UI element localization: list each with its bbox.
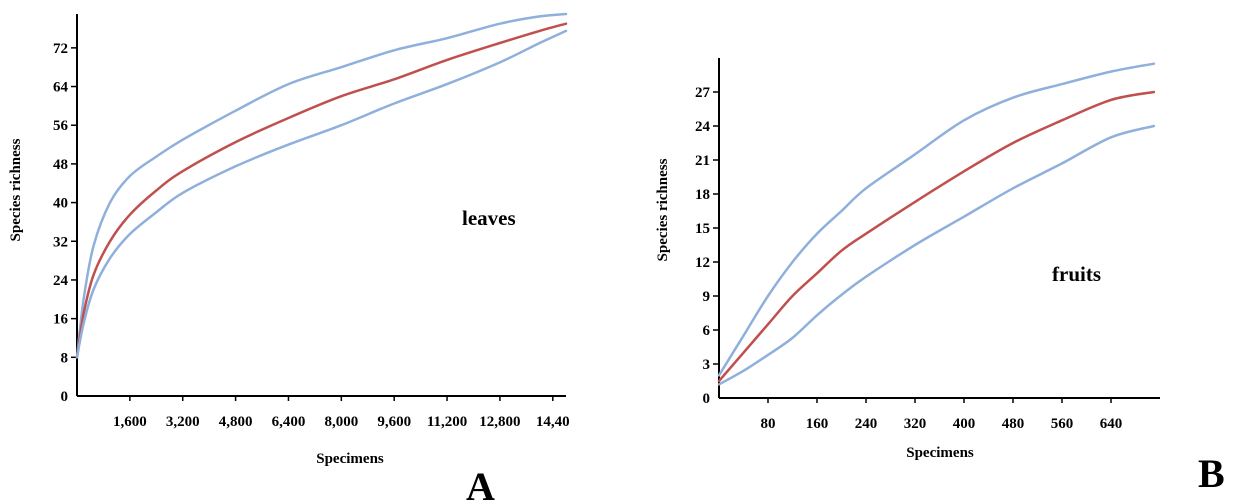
x-axis-title: Specimens bbox=[316, 451, 384, 467]
x-tick-label: 80 bbox=[761, 416, 776, 432]
x-tick-label: 160 bbox=[806, 416, 829, 432]
x-tick-label: 14,40 bbox=[536, 414, 570, 430]
x-axis-title: Specimens bbox=[906, 445, 974, 461]
x-tick-label: 640 bbox=[1100, 416, 1123, 432]
x-tick-label: 320 bbox=[904, 416, 927, 432]
y-tick-label: 15 bbox=[695, 221, 710, 237]
y-tick-label: 8 bbox=[61, 350, 69, 366]
panel-a: 0 8 16 24 32 40 48 56 64 72 1,600 3,200 4,800 6,400 8,… bbox=[8, 12, 570, 500]
y-tick-label: 21 bbox=[695, 153, 710, 169]
y-tick-label: 16 bbox=[53, 312, 69, 328]
y-tick-label: 72 bbox=[53, 41, 68, 57]
plot-annotation: fruits bbox=[1052, 262, 1101, 286]
panel-letter: A bbox=[466, 464, 495, 500]
y-tick-label: 0 bbox=[703, 391, 711, 407]
x-tick-label: 6,400 bbox=[272, 414, 306, 430]
series-line-2 bbox=[717, 90, 1156, 383]
y-tick-label: 32 bbox=[53, 234, 68, 250]
y-tick-label: 9 bbox=[703, 289, 711, 305]
x-tick-label: 12,800 bbox=[479, 414, 520, 430]
plot-annotation: leaves bbox=[462, 206, 516, 230]
y-tick-label: 6 bbox=[703, 323, 711, 339]
x-tick-label: 1,600 bbox=[113, 414, 147, 430]
series-line-3 bbox=[717, 124, 1156, 386]
panel-letter: B bbox=[1198, 451, 1225, 496]
y-tick-label: 3 bbox=[703, 357, 711, 373]
y-tick-label: 24 bbox=[53, 273, 69, 289]
x-tick-label: 11,200 bbox=[427, 414, 467, 430]
y-tick-label: 56 bbox=[53, 118, 69, 134]
series-line-1 bbox=[75, 12, 568, 359]
x-tick-label: 560 bbox=[1051, 416, 1074, 432]
y-tick-label: 18 bbox=[695, 187, 710, 203]
y-tick-label: 0 bbox=[61, 389, 69, 405]
y-tick-label: 24 bbox=[695, 119, 711, 135]
y-tick-label: 64 bbox=[53, 80, 69, 96]
y-axis-title: Species richness bbox=[8, 138, 24, 241]
series-line-3 bbox=[75, 29, 568, 359]
x-tick-label: 240 bbox=[855, 416, 878, 432]
x-tick-label: 480 bbox=[1002, 416, 1025, 432]
x-tick-label: 400 bbox=[953, 416, 976, 432]
y-tick-label: 12 bbox=[695, 255, 710, 271]
y-tick-label: 27 bbox=[695, 85, 711, 101]
x-tick-label: 9,600 bbox=[377, 414, 411, 430]
x-tick-label: 8,000 bbox=[324, 414, 358, 430]
x-tick-label: 3,200 bbox=[166, 414, 200, 430]
y-tick-label: 48 bbox=[53, 157, 68, 173]
y-tick-label: 40 bbox=[53, 196, 68, 212]
x-tick-label: 4,800 bbox=[219, 414, 253, 430]
y-axis-title: Species richness bbox=[655, 158, 671, 261]
panel-b: 0 3 6 9 12 15 18 21 24 27 80 160 240 320 400 480 560 640 S… bbox=[655, 58, 1225, 496]
series-line-1 bbox=[717, 62, 1156, 377]
series-line-2 bbox=[75, 22, 568, 359]
